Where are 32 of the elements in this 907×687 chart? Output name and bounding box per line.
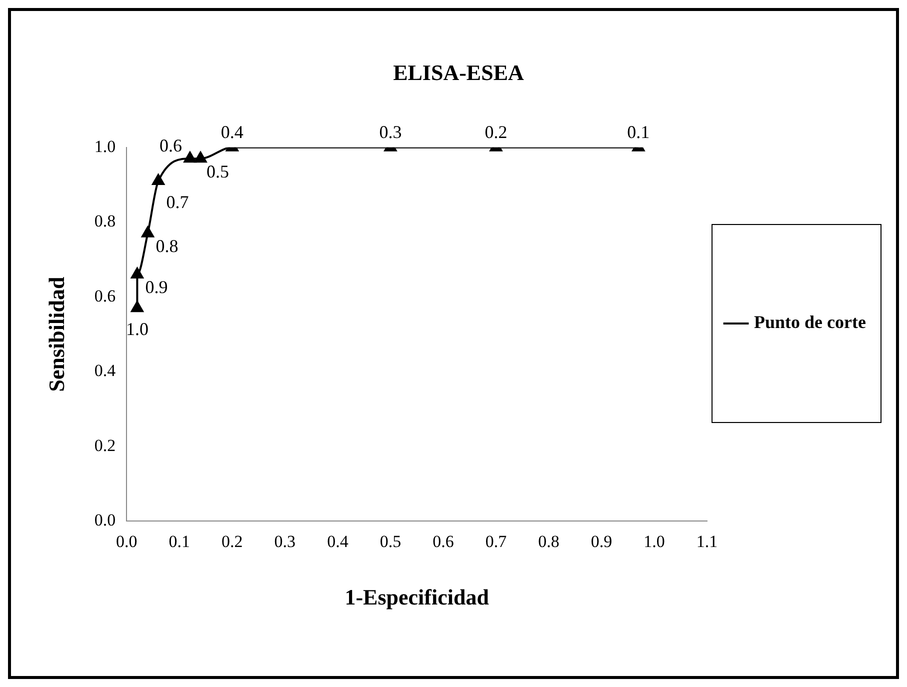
x-tick-label: 0.1 (168, 532, 190, 551)
y-tick-label: 0.2 (94, 436, 116, 455)
annotation: 0.7 (166, 192, 189, 212)
x-tick-label: 1.1 (696, 532, 718, 551)
x-tick-label: 0.3 (274, 532, 296, 551)
annotation: 0.3 (379, 122, 402, 142)
annotation: 0.4 (220, 122, 244, 142)
legend-label: Punto de corte (754, 312, 866, 332)
y-axis-title: Sensibilidad (44, 276, 69, 392)
chart-title: ELISA-ESEA (393, 60, 524, 85)
annotation: 1.0 (126, 318, 148, 339)
x-tick-label: 0.2 (222, 532, 243, 551)
y-tick-label: 1.0 (94, 136, 116, 156)
x-tick-label: 0.9 (590, 532, 612, 551)
annotation: 0.8 (156, 236, 178, 256)
x-tick-label: 0.7 (485, 532, 508, 551)
annotation: 0.5 (206, 161, 230, 182)
x-tick-label: 0.5 (380, 532, 402, 551)
x-axis-title: 1-Especificidad (344, 584, 489, 610)
x-tick-label: 0.6 (432, 532, 454, 551)
annotation: 0.6 (159, 135, 182, 156)
y-tick-label: 0.6 (94, 286, 116, 306)
annotation: 0.9 (145, 277, 168, 298)
annotation: 0.2 (484, 122, 508, 142)
x-tick-label: 0.4 (327, 532, 349, 551)
y-tick-label: 0.0 (94, 510, 116, 530)
x-tick-label: 1.0 (644, 532, 665, 551)
y-tick-label: 0.4 (94, 361, 116, 380)
x-tick-label: 0.0 (116, 532, 138, 551)
annotation: 0.1 (627, 122, 650, 142)
y-tick-label: 0.8 (94, 212, 116, 231)
x-tick-label: 0.8 (538, 532, 560, 551)
